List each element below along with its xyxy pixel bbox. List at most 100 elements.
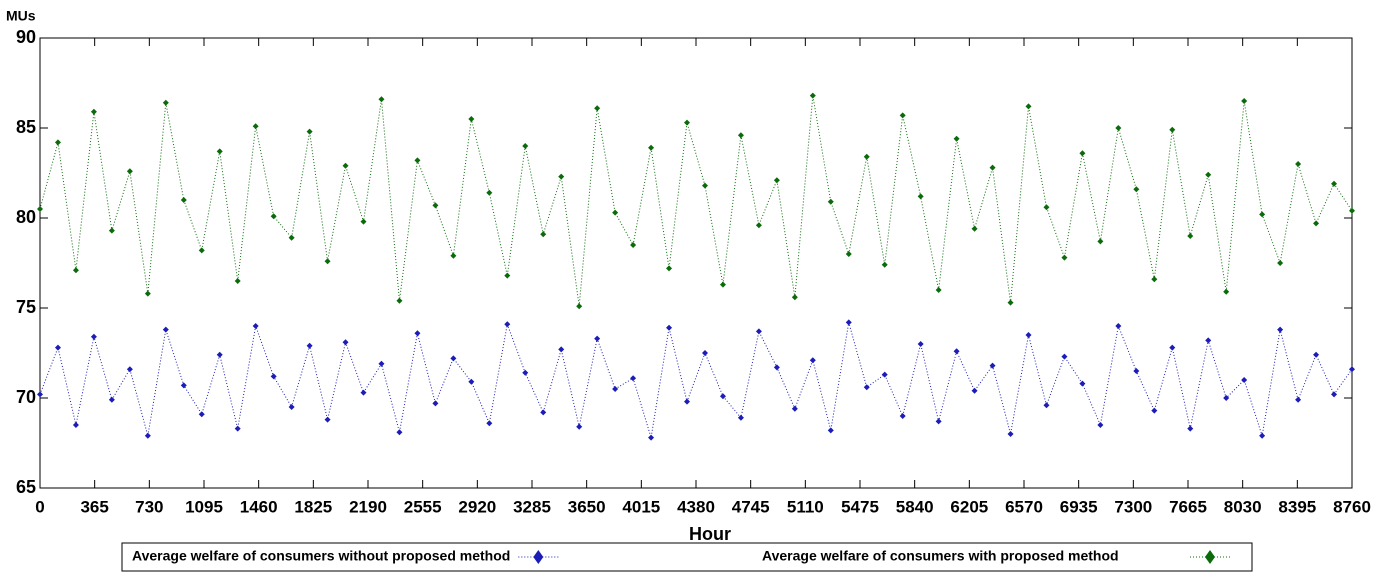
data-point bbox=[522, 143, 529, 149]
x-tick-label: 4380 bbox=[677, 497, 715, 516]
data-point bbox=[1007, 299, 1014, 306]
data-point bbox=[468, 378, 475, 385]
data-point bbox=[342, 339, 349, 346]
data-point bbox=[630, 375, 637, 382]
data-point bbox=[701, 350, 708, 356]
data-point bbox=[324, 416, 331, 423]
data-point bbox=[72, 422, 79, 428]
x-tick-label: 5110 bbox=[787, 497, 824, 516]
x-tick-label: 6570 bbox=[1005, 497, 1043, 516]
x-tick-label: 7665 bbox=[1169, 497, 1207, 516]
data-point bbox=[180, 197, 187, 203]
data-point bbox=[1025, 332, 1032, 338]
data-point bbox=[270, 373, 277, 380]
data-point bbox=[1349, 366, 1355, 373]
data-point bbox=[666, 324, 673, 331]
data-point bbox=[252, 323, 259, 329]
y-tick-label: 90 bbox=[16, 27, 36, 47]
x-tick-label: 5840 bbox=[896, 497, 934, 516]
legend-box bbox=[121, 542, 1253, 572]
data-point bbox=[899, 413, 906, 419]
x-tick-label: 1825 bbox=[294, 497, 332, 516]
data-point bbox=[1259, 432, 1266, 439]
data-point bbox=[90, 333, 97, 340]
data-point bbox=[1223, 288, 1230, 295]
data-point bbox=[432, 202, 439, 209]
data-point bbox=[144, 432, 151, 439]
data-point bbox=[989, 362, 996, 369]
data-point bbox=[701, 182, 708, 189]
data-point bbox=[1025, 103, 1032, 110]
data-point bbox=[1097, 422, 1104, 428]
x-tick-label: 2555 bbox=[404, 497, 442, 516]
x-tick-label: 6935 bbox=[1060, 497, 1098, 516]
data-point bbox=[270, 213, 277, 220]
x-tick-label: 2920 bbox=[458, 497, 496, 516]
data-point bbox=[1295, 396, 1302, 403]
data-point bbox=[1349, 207, 1355, 214]
data-point bbox=[648, 434, 655, 441]
data-point bbox=[1061, 353, 1068, 360]
data-point bbox=[1061, 254, 1068, 261]
x-tick-label: 3285 bbox=[513, 497, 551, 516]
data-point bbox=[1079, 380, 1086, 387]
data-point bbox=[773, 364, 780, 371]
series-line bbox=[39, 322, 1353, 438]
x-tick-label: 3650 bbox=[568, 497, 606, 516]
x-tick-label: 0 bbox=[35, 497, 44, 516]
x-tick-label: 8030 bbox=[1224, 497, 1262, 516]
data-point bbox=[108, 396, 115, 403]
y-tick-label: 75 bbox=[16, 297, 36, 317]
x-tick-label: 5475 bbox=[841, 497, 879, 516]
data-point bbox=[1187, 425, 1194, 432]
x-axis-label: Hour bbox=[689, 524, 731, 544]
x-tick-label: 365 bbox=[80, 497, 108, 516]
data-point bbox=[666, 265, 673, 272]
data-point bbox=[971, 225, 978, 232]
data-point bbox=[845, 251, 852, 257]
data-point bbox=[414, 330, 421, 337]
data-point bbox=[989, 164, 996, 171]
data-point bbox=[1097, 238, 1104, 245]
data-point bbox=[234, 278, 241, 284]
data-point bbox=[342, 162, 349, 169]
data-point bbox=[37, 206, 43, 212]
data-point bbox=[252, 123, 259, 130]
data-point bbox=[719, 281, 726, 288]
data-point bbox=[1277, 326, 1284, 333]
data-point bbox=[1313, 351, 1320, 358]
data-point bbox=[396, 429, 403, 436]
data-point bbox=[576, 423, 583, 430]
data-point bbox=[863, 153, 870, 160]
legend-label: Average welfare of consumers with propos… bbox=[762, 548, 1119, 564]
y-axis-label: MUs bbox=[6, 8, 36, 24]
data-point bbox=[953, 348, 960, 355]
data-point bbox=[162, 326, 169, 333]
data-point bbox=[486, 189, 493, 196]
data-point bbox=[1043, 204, 1050, 211]
data-point bbox=[180, 382, 187, 389]
data-point bbox=[935, 418, 942, 425]
data-point bbox=[360, 389, 367, 396]
data-point bbox=[594, 105, 601, 112]
x-tick-label: 7300 bbox=[1114, 497, 1152, 516]
data-point bbox=[288, 234, 295, 241]
data-point bbox=[845, 319, 852, 326]
data-point bbox=[306, 342, 313, 349]
data-point bbox=[594, 335, 601, 342]
data-point bbox=[1151, 276, 1158, 283]
legend-marker bbox=[533, 550, 544, 564]
x-tick-label: 8760 bbox=[1333, 497, 1371, 516]
data-point bbox=[396, 297, 403, 304]
data-point bbox=[1115, 323, 1122, 329]
data-point bbox=[971, 387, 978, 394]
data-point bbox=[432, 400, 439, 407]
data-point bbox=[648, 144, 655, 151]
x-tick-label: 4015 bbox=[622, 497, 660, 516]
data-point bbox=[863, 384, 870, 391]
data-point bbox=[306, 128, 313, 135]
legend-label: Average welfare of consumers without pro… bbox=[132, 548, 510, 564]
data-point bbox=[1241, 377, 1248, 383]
